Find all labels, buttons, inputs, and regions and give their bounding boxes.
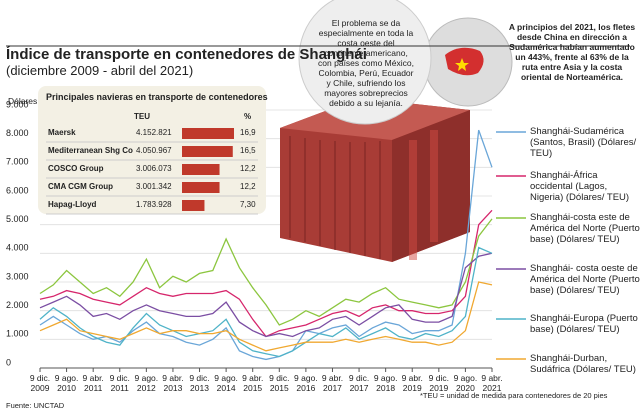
y-tick-label: 3.000 <box>6 271 29 281</box>
legend-label: Shanghái-Durban, Sudáfrica (Dólares/ TEU… <box>530 353 636 375</box>
x-tick-label: 9 dic. 2009 <box>29 373 51 393</box>
globe <box>423 17 513 107</box>
table-cell: COSCO Group <box>48 164 104 173</box>
table-cell: CMA CGM Group <box>48 182 114 191</box>
title: Índice de transporte en contenedores de … <box>6 46 367 63</box>
value-label: 12,2 <box>240 182 256 191</box>
table-cell: 4.152.821 <box>136 128 172 137</box>
annotation-bubble <box>298 0 432 125</box>
value-label: 12,2 <box>240 164 256 173</box>
y-tick-label: 1.000 <box>6 329 29 339</box>
x-tick-label: 9 abr. 2017 <box>321 373 344 393</box>
bar <box>182 164 220 175</box>
y-tick-label: 2.000 <box>6 300 29 310</box>
table-header: % <box>244 112 252 121</box>
series-line <box>39 129 493 361</box>
x-tick-label: 9 abr. 2013 <box>162 373 184 393</box>
subtitle: (diciembre 2009 - abril del 2021) <box>6 63 194 78</box>
legend-label: Shanghái-costa este de América del Norte… <box>530 212 640 245</box>
table-cell: 3.001.342 <box>136 182 172 191</box>
legend-label: Shanghái-África occidental (Lagos, Niger… <box>530 170 630 203</box>
annotation: A principios del 2021, los fletes desde … <box>508 22 636 82</box>
legend-label: Shanghái- costa oeste de América del Nor… <box>530 263 640 296</box>
footnote: *TEU = unidad de medida para contenedore… <box>420 391 608 400</box>
series-line <box>39 246 493 358</box>
table-cell: Mediterranean Shg Co <box>48 146 133 155</box>
x-tick-label: 9 abr. 2011 <box>82 373 104 393</box>
series-line <box>39 281 493 352</box>
table-cell: Hapag-Lloyd <box>48 200 97 209</box>
bar <box>182 146 233 157</box>
value-label: 16,9 <box>240 128 256 137</box>
x-tick-label: 9 dic. 2017 <box>348 373 370 393</box>
x-tick-label: 9 dic. 2013 <box>189 373 210 393</box>
y-tick-label: 8.000 <box>6 128 29 138</box>
x-tick-label: 9 abr. 2019 <box>401 373 423 393</box>
source: Fuente: UNCTAD <box>6 401 65 410</box>
x-tick-label: 9 dic. 2011 <box>109 373 130 393</box>
y-axis-label: Dólares <box>8 96 38 106</box>
y-tick-label: 7.000 <box>6 157 29 167</box>
table-header: TEU <box>134 112 150 121</box>
container-illustration <box>280 98 470 262</box>
x-tick-label: 9 dic. 2015 <box>269 373 290 393</box>
y-tick-label: 0 <box>6 357 11 367</box>
x-tick-label: 9 ago. 2012 <box>134 373 159 393</box>
x-tick-label: 9 ago. 2018 <box>373 373 398 393</box>
series-line <box>39 252 493 338</box>
x-tick-label: 9 ago. 2016 <box>294 373 318 393</box>
y-tick-label: 9.000 <box>6 99 29 109</box>
y-tick-label: 5.000 <box>6 214 29 224</box>
x-tick-label: 9 ago. 2014 <box>214 373 238 393</box>
series-line <box>39 218 493 326</box>
y-tick-label: 4.000 <box>6 243 29 253</box>
table-cell: 4.050.967 <box>136 146 172 155</box>
x-tick-label: 9 abr. 2021 <box>481 373 503 393</box>
bar <box>182 200 205 211</box>
legend-label: Shanghái-Sudamérica (Santos, Brasil) (Dó… <box>530 126 637 159</box>
x-tick-label: 9 abr. 2015 <box>242 373 264 393</box>
table-cell: 1.783.928 <box>136 200 172 209</box>
table-title: Principales navieras en transporte de co… <box>46 92 268 102</box>
x-tick-label: 9 ago. 2020 <box>453 373 478 393</box>
bar <box>182 182 220 193</box>
annotation: El problema se da especialmente en toda … <box>318 18 414 108</box>
bar <box>182 128 234 139</box>
x-tick-label: 9 ago. 2010 <box>54 373 79 393</box>
x-tick-label: 9 dic. 2019 <box>428 373 449 393</box>
legend-label: Shanghái-Europa (Puerto base) (Dólares/ … <box>530 313 638 335</box>
value-label: 7,30 <box>240 200 256 209</box>
y-tick-label: 6.000 <box>6 185 29 195</box>
table-cell: Maersk <box>48 128 76 137</box>
table-cell: 3.006.073 <box>136 164 172 173</box>
value-label: 16,5 <box>240 146 256 155</box>
